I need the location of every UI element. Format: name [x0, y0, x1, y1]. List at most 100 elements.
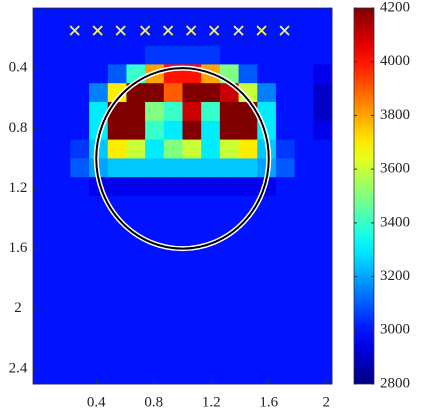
- heatmap-cell: [201, 346, 221, 366]
- heatmap-cell: [51, 8, 71, 28]
- heatmap-cell: [51, 271, 71, 291]
- x-tick-label: 0.8: [144, 394, 163, 410]
- heatmap-cell: [70, 308, 90, 329]
- heatmap-cell: [145, 252, 165, 272]
- heatmap-cell: [275, 365, 296, 385]
- heatmap-cell: [294, 45, 314, 65]
- heatmap-cell: [107, 158, 127, 178]
- heatmap-cell: [238, 120, 258, 141]
- marker: [139, 25, 151, 36]
- heatmap-cell: [201, 290, 221, 310]
- heatmap-cell: [238, 158, 258, 178]
- heatmap-cell: [275, 120, 296, 141]
- heatmap-cell: [257, 290, 277, 310]
- heatmap-cell: [313, 196, 333, 216]
- heatmap-cell: [201, 158, 221, 178]
- heatmap-cell: [89, 196, 109, 216]
- heatmap-cell: [257, 365, 277, 385]
- heatmap-cell: [70, 271, 90, 291]
- heatmap-cell: [313, 64, 333, 84]
- heatmap-cell: [70, 8, 90, 28]
- heatmap-cell: [182, 26, 202, 47]
- heatmap-cell: [145, 327, 165, 347]
- heatmap-cell: [201, 8, 221, 28]
- heatmap-cell: [201, 271, 221, 291]
- heatmap-cell: [294, 64, 314, 84]
- heatmap-cell: [70, 233, 90, 253]
- heatmap-cell: [275, 290, 296, 310]
- heatmap-cell: [294, 365, 314, 385]
- heatmap-cell: [313, 102, 333, 122]
- heatmap-cell: [107, 233, 127, 253]
- heatmap-cell: [313, 252, 333, 272]
- heatmap-cell: [313, 233, 333, 253]
- heatmap-cell: [145, 271, 165, 291]
- heatmap-cell: [126, 346, 146, 366]
- heatmap-cell: [275, 214, 296, 235]
- marker: [279, 25, 290, 36]
- heatmap-cell: [238, 290, 258, 310]
- heatmap-cell: [275, 139, 296, 159]
- heatmap-cell: [70, 120, 90, 141]
- heatmap-cell: [33, 271, 53, 291]
- heatmap-cell: [275, 252, 296, 272]
- colorbar-tick-label: 4200: [380, 0, 410, 15]
- heatmap-cell: [275, 64, 296, 84]
- heatmap-cell: [51, 64, 71, 84]
- heatmap-cell: [201, 120, 221, 141]
- heatmap-cell: [126, 365, 146, 385]
- heatmap-cell: [107, 365, 127, 385]
- heatmap-cell: [33, 102, 53, 122]
- heatmap-cell: [145, 290, 165, 310]
- heatmap-cell: [201, 308, 221, 329]
- heatmap-cell: [182, 308, 202, 329]
- plot-area: 0.4 0.8 1.2 1.6 2 0.4 0.8 1.2 1.6 2 2.4: [9, 7, 333, 410]
- heatmap-cell: [201, 45, 221, 65]
- heatmap-cell: [126, 177, 146, 197]
- heatmap-cell: [126, 290, 146, 310]
- heatmap-cell: [219, 158, 240, 178]
- heatmap-cell: [126, 8, 146, 28]
- heatmap-cell: [275, 308, 296, 329]
- heatmap-cell: [163, 271, 183, 291]
- heatmap-cell: [257, 102, 277, 122]
- heatmap-cell: [89, 83, 109, 103]
- heatmap-cell: [107, 290, 127, 310]
- heatmap-cell: [33, 233, 53, 253]
- y-tick-label: 0.4: [9, 60, 28, 76]
- heatmap-cell: [126, 308, 146, 329]
- heatmap-cell: [201, 196, 221, 216]
- heatmap-cell: [33, 214, 53, 235]
- heatmap-cell: [70, 139, 90, 159]
- heatmap-cell: [33, 8, 53, 28]
- circle-outline: [95, 67, 270, 250]
- heatmap-cell: [313, 365, 333, 385]
- heatmap-cell: [33, 83, 53, 103]
- colorbar-tick-label: 3000: [380, 322, 410, 338]
- heatmap-cell: [107, 83, 127, 103]
- heatmap-cell: [275, 271, 296, 291]
- heatmap-cell: [70, 45, 90, 65]
- heatmap-cell: [294, 177, 314, 197]
- heatmap-cell: [163, 196, 183, 216]
- heatmap-cell: [257, 214, 277, 235]
- heatmap-cell: [313, 83, 333, 103]
- heatmap-cell: [238, 45, 258, 65]
- marker: [256, 25, 267, 36]
- heatmap-cell: [51, 196, 71, 216]
- heatmap-cell: [257, 8, 277, 28]
- heatmap-cell: [51, 45, 71, 65]
- y-tick-label: 1.2: [9, 180, 28, 196]
- heatmap-cell: [89, 327, 109, 347]
- heatmap-cell: [107, 8, 127, 28]
- heatmap-cell: [294, 8, 314, 28]
- heatmap-cell: [33, 327, 53, 347]
- heatmap-cell: [70, 64, 90, 84]
- heatmap-cell: [70, 365, 90, 385]
- heatmap-cell: [182, 83, 202, 103]
- heatmap-cell: [126, 26, 146, 47]
- heatmap-cell: [294, 290, 314, 310]
- heatmap-cell: [70, 327, 90, 347]
- heatmap-cell: [313, 120, 333, 141]
